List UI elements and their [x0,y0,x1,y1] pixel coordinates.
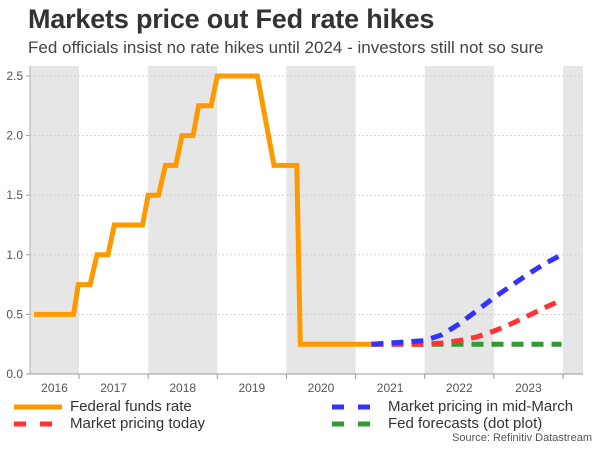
legend-label: Market pricing in mid-March [388,398,574,415]
x-tick-label: 2016 [41,381,68,395]
shaded-band-2024 [563,66,583,374]
y-tick-label: 2.5 [6,69,23,83]
x-tick-label: 2017 [100,381,127,395]
legend-label: Federal funds rate [70,398,192,415]
x-tick-label: 2023 [515,381,542,395]
legend-item-market-pricing-mid-march: Market pricing in mid-March [330,398,573,415]
legend-item-market-pricing-today: Market pricing today [12,415,205,432]
y-tick-label: 1.0 [6,248,23,262]
legend-label: Market pricing today [70,415,206,432]
shaded-band-2018 [148,66,218,374]
series-line-market-pricing-today [371,297,563,347]
y-tick-label: 2.0 [6,129,23,143]
legend-swatch-orange [14,404,62,409]
legend-swatch-red [14,421,62,426]
series-line-market-pricing-in-mid-march [371,252,563,347]
y-tick-label: 1.5 [6,188,23,202]
y-tick-label: 0.5 [6,307,23,321]
x-tick-label: 2022 [446,381,473,395]
series-line-federal-funds-rate [34,73,372,347]
chart-title: Markets price out Fed rate hikes [28,4,435,34]
legend-item-fed-forecasts: Fed forecasts (dot plot) [330,415,542,432]
source-note: Source: Refinitiv Datastream [452,432,592,444]
legend-swatch-blue [332,404,380,409]
chart-subtitle: Fed officials insist no rate hikes until… [28,38,544,57]
legend-item-federal-funds-rate: Federal funds rate [12,398,192,415]
shaded-band-2016 [30,66,79,374]
shaded-band-2022 [424,66,494,374]
legend-swatch-green [332,421,380,426]
x-tick-label: 2020 [308,381,335,395]
x-tick-label: 2021 [377,381,404,395]
y-tick-label: 0.0 [6,367,23,381]
x-tick-label: 2018 [169,381,196,395]
legend-label: Fed forecasts (dot plot) [388,415,543,432]
x-tick-label: 2019 [239,381,266,395]
